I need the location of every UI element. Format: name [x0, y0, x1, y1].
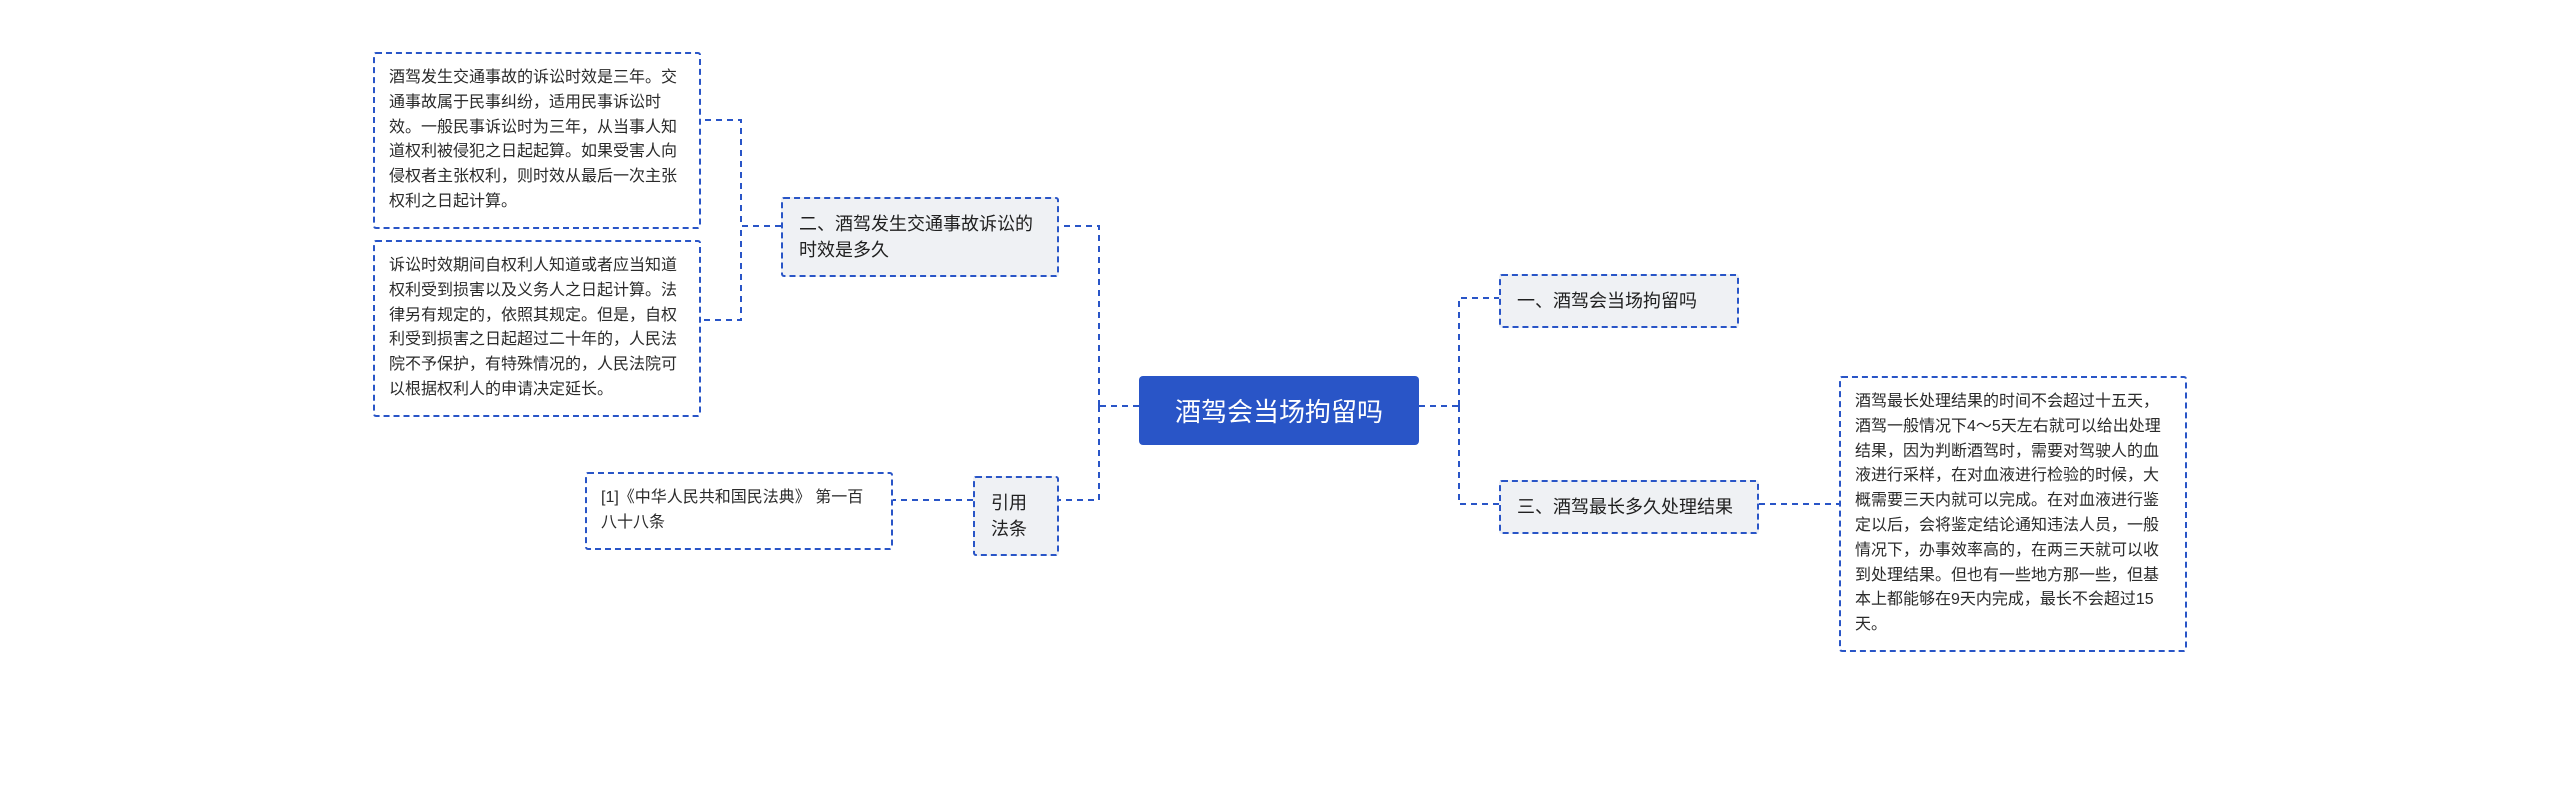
leaf-text: [1]《中华人民共和国民法典》 第一百八十八条 — [601, 489, 863, 531]
branch-label: 引用法条 — [991, 493, 1027, 539]
leaf-text: 酒驾发生交通事故的诉讼时效是三年。交通事故属于民事纠纷，适用民事诉讼时效。一般民… — [389, 69, 677, 210]
branch-right-1: 一、酒驾会当场拘留吗 — [1499, 274, 1739, 328]
root-node: 酒驾会当场拘留吗 — [1139, 376, 1419, 445]
mindmap-canvas: 酒驾会当场拘留吗 一、酒驾会当场拘留吗 三、酒驾最长多久处理结果 酒驾最长处理结… — [0, 0, 2560, 812]
leaf-left-1-2: 诉讼时效期间自权利人知道或者应当知道权利受到损害以及义务人之日起计算。法律另有规… — [373, 240, 701, 417]
branch-left-2: 引用法条 — [973, 476, 1059, 556]
root-label: 酒驾会当场拘留吗 — [1175, 397, 1383, 427]
branch-label: 二、酒驾发生交通事故诉讼的时效是多久 — [799, 214, 1033, 260]
leaf-right-2-1: 酒驾最长处理结果的时间不会超过十五天，酒驾一般情况下4～5天左右就可以给出处理结… — [1839, 376, 2187, 652]
leaf-text: 诉讼时效期间自权利人知道或者应当知道权利受到损害以及义务人之日起计算。法律另有规… — [389, 257, 677, 398]
leaf-left-2-1: [1]《中华人民共和国民法典》 第一百八十八条 — [585, 472, 893, 550]
branch-left-1: 二、酒驾发生交通事故诉讼的时效是多久 — [781, 197, 1059, 277]
leaf-left-1-1: 酒驾发生交通事故的诉讼时效是三年。交通事故属于民事纠纷，适用民事诉讼时效。一般民… — [373, 52, 701, 229]
branch-right-2: 三、酒驾最长多久处理结果 — [1499, 480, 1759, 534]
branch-label: 三、酒驾最长多久处理结果 — [1517, 497, 1733, 517]
leaf-text: 酒驾最长处理结果的时间不会超过十五天，酒驾一般情况下4～5天左右就可以给出处理结… — [1855, 393, 2161, 633]
branch-label: 一、酒驾会当场拘留吗 — [1517, 291, 1697, 311]
